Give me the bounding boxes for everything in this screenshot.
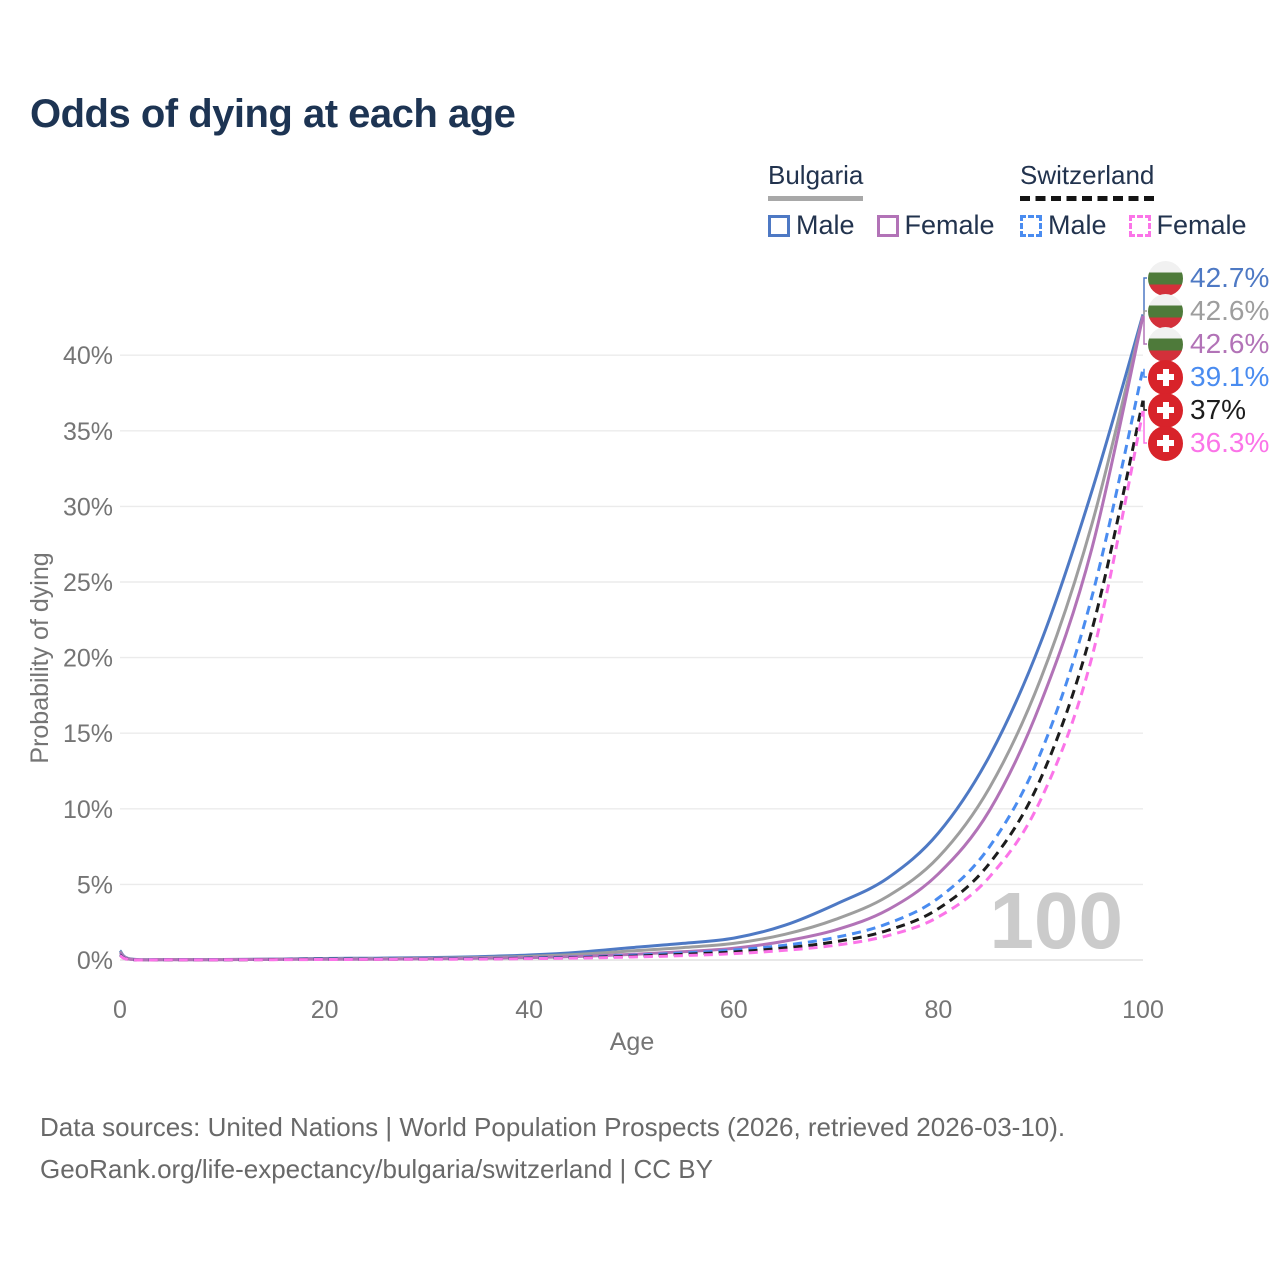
- bulgaria-flag-icon: [1148, 293, 1183, 329]
- end-label-value: 36.3%: [1190, 427, 1270, 458]
- legend-item-label: Male: [1048, 210, 1107, 240]
- leader-line: [1143, 411, 1147, 444]
- legend-item-label: Male: [796, 210, 855, 240]
- switzerland-female-swatch-icon: [1128, 214, 1151, 237]
- end-label-switzerland-both: 37%: [1148, 392, 1246, 428]
- data-sources-footer: Data sources: United Nations | World Pop…: [40, 1106, 1065, 1190]
- bulgaria-flag-icon: [1148, 326, 1183, 362]
- end-label-bulgaria-both: 42.6%: [1148, 293, 1269, 329]
- bulgaria-female-swatch-icon: [876, 214, 899, 237]
- y-tick-label: 35%: [63, 418, 113, 446]
- x-tick-label: 60: [720, 996, 748, 1024]
- series-line-bulgaria-female[interactable]: [118, 315, 1145, 962]
- y-tick-label: 0%: [77, 947, 113, 975]
- switzerland-flag-icon: [1148, 392, 1183, 428]
- legend-group-bulgaria: Bulgaria Male Female: [768, 160, 1017, 241]
- x-axis-title: Age: [610, 1028, 654, 1056]
- series-line-bulgaria-male[interactable]: [118, 313, 1145, 962]
- bulgaria-male-swatch-icon: [768, 214, 790, 237]
- y-tick-label: 25%: [63, 569, 113, 597]
- switzerland-flag-icon: [1148, 359, 1183, 395]
- y-axis-title: Probability of dying: [26, 552, 54, 763]
- switzerland-flag-icon: [1148, 425, 1183, 461]
- x-tick-label: 0: [113, 996, 127, 1024]
- end-label-value: 42.7%: [1190, 262, 1270, 293]
- mortality-line-chart: 0% 5% 10% 15% 20% 25% 30% 35% 40% 0 20 40 60 80 100 Age…: [26, 277, 1164, 1056]
- end-label-switzerland-female: 36.3%: [1148, 425, 1269, 461]
- leader-line: [1143, 277, 1147, 315]
- series-line-switzerland-male[interactable]: [119, 368, 1145, 962]
- bulgaria-flag-icon: [1148, 260, 1183, 296]
- legend-item-label: Female: [904, 210, 995, 240]
- legend-title-switzerland: Switzerland: [1020, 160, 1155, 201]
- age-watermark: 100: [990, 876, 1123, 965]
- y-tick-label: 30%: [63, 493, 113, 521]
- y-tick-label: 20%: [63, 645, 113, 673]
- legend-item-bulgaria-female[interactable]: Female: [876, 210, 995, 241]
- end-label-value: 42.6%: [1190, 295, 1270, 326]
- legend-item-bulgaria-male[interactable]: Male: [768, 210, 855, 241]
- end-label-value: 39.1%: [1190, 361, 1270, 392]
- legend-item-switzerland-female[interactable]: Female: [1128, 210, 1247, 241]
- footer-line-1: Data sources: United Nations | World Pop…: [40, 1112, 1066, 1142]
- leader-line: [1143, 400, 1147, 411]
- x-tick-label: 40: [515, 996, 543, 1024]
- y-tick-label: 10%: [63, 796, 113, 824]
- legend-group-switzerland: Switzerland Male Female: [1020, 160, 1269, 241]
- switzerland-male-swatch-icon: [1020, 214, 1042, 237]
- legend-title-bulgaria: Bulgaria: [768, 160, 864, 201]
- end-label-switzerland-male: 39.1%: [1148, 359, 1269, 395]
- end-label-value: 42.6%: [1190, 328, 1270, 359]
- leader-line: [1143, 310, 1147, 316]
- end-label-bulgaria-male: 42.7%: [1148, 260, 1269, 296]
- series-line-bulgaria-both[interactable]: [118, 315, 1145, 962]
- legend-item-switzerland-male[interactable]: Male: [1020, 210, 1107, 241]
- y-tick-label: 40%: [63, 342, 113, 370]
- end-label-value: 37%: [1190, 394, 1247, 425]
- x-tick-label: 80: [924, 996, 952, 1024]
- legend-item-label: Female: [1156, 210, 1247, 240]
- leader-line: [1143, 315, 1147, 345]
- x-tick-label: 20: [311, 996, 339, 1024]
- y-tick-label: 5%: [77, 871, 113, 899]
- footer-line-2: GeoRank.org/life-expectancy/bulgaria/swi…: [40, 1154, 713, 1184]
- end-label-bulgaria-female: 42.6%: [1148, 326, 1269, 362]
- leader-line: [1143, 368, 1147, 378]
- series-line-switzerland-female[interactable]: [119, 410, 1145, 962]
- y-tick-label: 15%: [63, 720, 113, 748]
- page-title: Odds of dying at each age: [30, 92, 516, 136]
- x-tick-label: 100: [1122, 996, 1164, 1024]
